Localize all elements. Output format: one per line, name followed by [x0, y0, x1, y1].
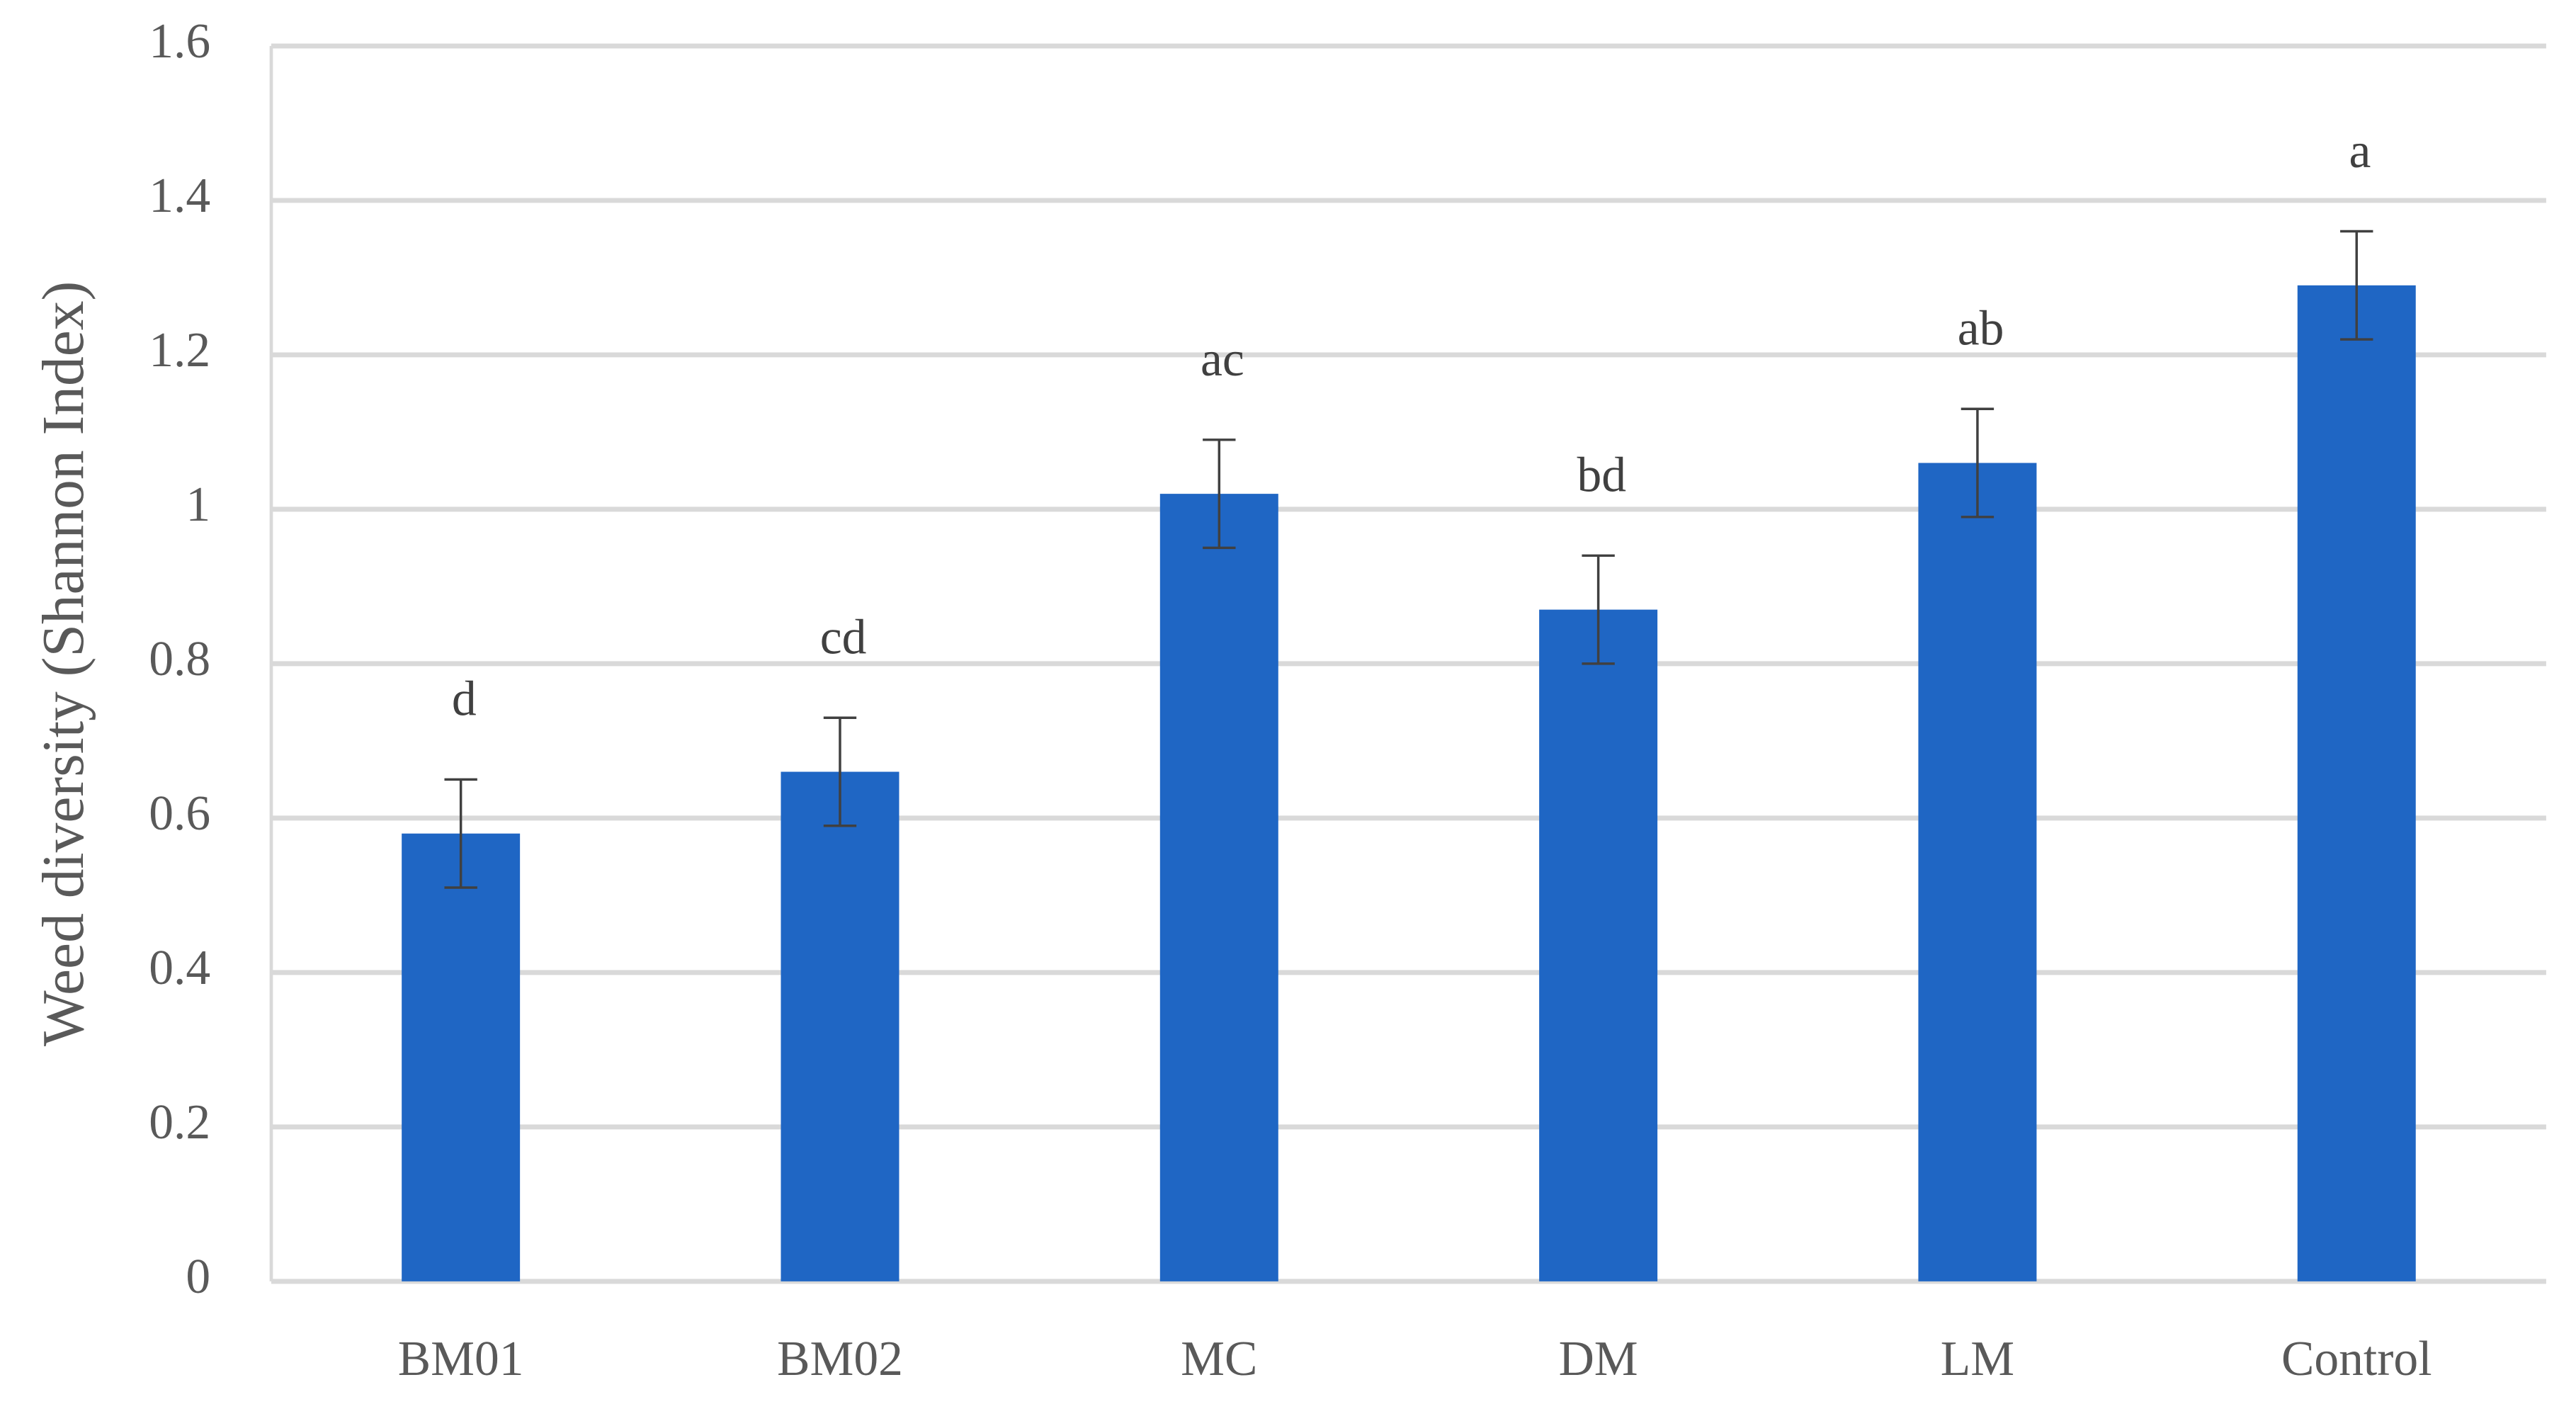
y-tick-label: 1	[186, 477, 210, 532]
significance-letter: ac	[1201, 332, 1244, 387]
bar	[402, 833, 521, 1281]
y-tick-label: 0.2	[149, 1095, 210, 1150]
x-tick-label: DM	[1559, 1332, 1638, 1386]
significance-letter: bd	[1577, 448, 1626, 503]
y-tick-label: 0.8	[149, 632, 210, 686]
bar	[1918, 463, 2037, 1281]
bar	[1159, 494, 1278, 1281]
y-axis-title: Weed diversity (Shannon Index)	[31, 281, 96, 1046]
x-tick-label: MC	[1181, 1332, 1257, 1386]
y-tick-label: 1.2	[149, 323, 210, 378]
y-tick-label: 1.4	[149, 169, 210, 223]
bar	[1539, 609, 1658, 1281]
significance-letter: cd	[820, 610, 867, 664]
y-tick-label: 1.6	[149, 14, 210, 69]
y-tick-label: 0.6	[149, 786, 210, 841]
significance-letter: ab	[1958, 302, 2004, 356]
x-tick-label: Control	[2281, 1332, 2432, 1386]
y-tick-label: 0	[186, 1250, 210, 1304]
bar	[781, 771, 900, 1281]
significance-letter: a	[2349, 124, 2371, 179]
significance-letter: d	[452, 672, 477, 727]
bar	[2297, 285, 2416, 1281]
x-tick-label: LM	[1941, 1332, 2014, 1386]
x-tick-label: BM01	[398, 1332, 524, 1386]
y-tick-label: 0.4	[149, 941, 210, 995]
x-tick-label: BM02	[777, 1332, 903, 1386]
